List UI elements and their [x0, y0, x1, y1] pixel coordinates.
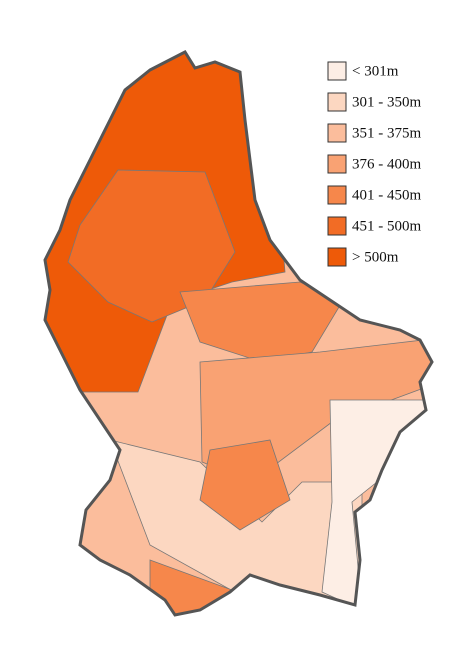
legend-swatch — [327, 92, 347, 112]
legend-swatch — [327, 216, 347, 236]
legend-swatch — [327, 247, 347, 267]
zone — [199, 439, 291, 531]
legend-label: < 301m — [352, 63, 399, 79]
legend-label: > 500m — [352, 249, 399, 265]
legend-label: 376 - 400m — [352, 156, 421, 172]
zone — [179, 281, 343, 363]
legend-swatch — [327, 185, 347, 205]
legend: < 301m 301 - 350m 351 - 375m 376 - 400m 401 … — [327, 61, 421, 267]
legend-label: 301 - 350m — [352, 94, 421, 110]
legend-swatch — [327, 61, 347, 81]
legend-swatch — [327, 123, 347, 143]
zone — [321, 399, 432, 611]
legend-label: 351 - 375m — [352, 125, 421, 141]
legend-swatch — [327, 154, 347, 174]
legend-label: 401 - 450m — [352, 187, 421, 203]
legend-label: 451 - 500m — [352, 218, 421, 234]
zone — [67, 169, 236, 323]
